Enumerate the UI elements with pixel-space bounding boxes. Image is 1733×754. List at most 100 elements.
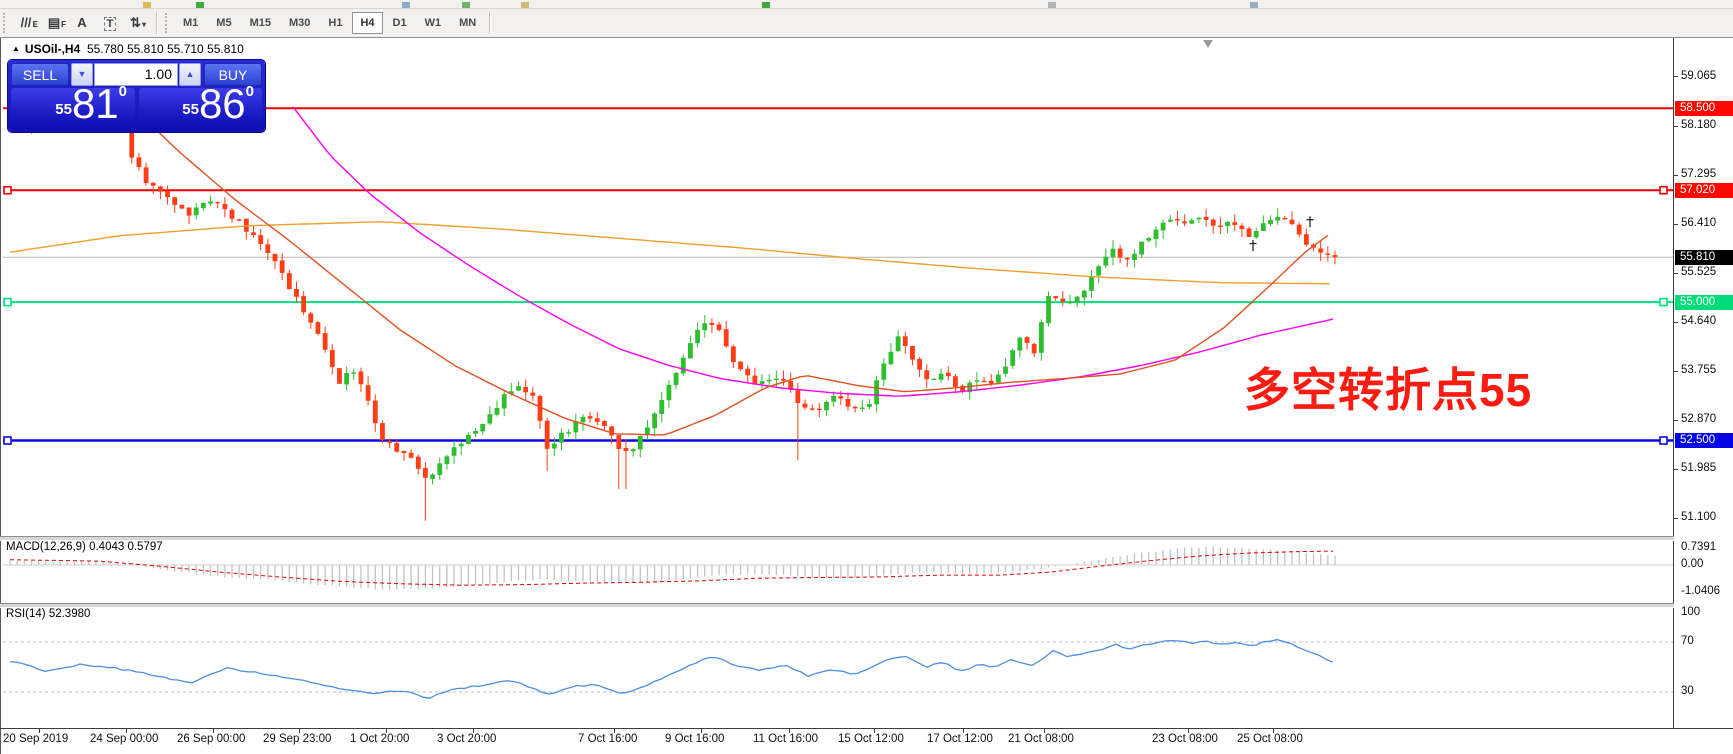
time-tick-mark (1044, 728, 1045, 733)
time-axis-label: 15 Oct 12:00 (838, 733, 904, 745)
chart-title: ▲ USOil-,H4 55.780 55.810 55.710 55.810 (12, 42, 244, 56)
timeframe-button-w1[interactable]: W1 (424, 17, 442, 29)
price-tick-label: 59.065 (1681, 69, 1717, 82)
grid-icon[interactable]: ▤ F (47, 15, 66, 30)
volume-input[interactable]: 1.00 (94, 63, 178, 86)
time-tick-mark (701, 728, 702, 733)
timeframe-button-mn[interactable]: MN (459, 17, 477, 29)
buy-button[interactable]: BUY (204, 63, 262, 86)
timeframe-button-m30[interactable]: M30 (288, 17, 311, 29)
price-badge-57.020: 57.020 (1675, 182, 1733, 198)
time-axis-label: 17 Oct 12:00 (927, 733, 993, 745)
macd-axis-min: -1.0406 (1681, 585, 1721, 597)
buy-price-big: 86 (198, 80, 246, 127)
time-tick-mark (126, 728, 127, 733)
one-click-trade-panel: SELL ▼ 1.00 ▲ BUY 55810 55860 (8, 60, 265, 132)
sell-price-handle: 55 (55, 101, 72, 118)
clipped-toolbar-icon (1048, 2, 1056, 8)
symbol-label: USOil-,H4 (24, 42, 81, 56)
time-axis-label: 7 Oct 16:00 (578, 733, 638, 745)
macd-axis-zero: 0.00 (1681, 558, 1704, 570)
chart-text-annotation[interactable]: 多空转折点55 (1244, 364, 1533, 416)
price-badge-52.500: 52.500 (1675, 433, 1733, 448)
time-tick-mark (874, 728, 875, 733)
price-tick-label: 51.985 (1681, 462, 1717, 475)
timeframe-button-m15[interactable]: M15 (249, 17, 271, 29)
price-tick-mark (1674, 517, 1678, 519)
time-axis-frame (0, 728, 1733, 729)
arrow-objects-icon[interactable]: ⇅▾ (130, 15, 146, 30)
time-tick-mark (789, 728, 790, 733)
text-box-icon[interactable]: T (97, 12, 123, 34)
rsi-label: RSI(14) 52.3980 (6, 608, 91, 620)
sell-price-button[interactable]: 55810 (11, 80, 135, 130)
timeframe-button-h1[interactable]: H1 (328, 17, 343, 29)
price-axis-frame (1673, 38, 1674, 728)
collapse-triangle-icon[interactable]: ▲ (12, 44, 20, 53)
time-tick-mark (299, 728, 300, 733)
time-axis-label: 3 Oct 20:00 (437, 733, 497, 745)
time-axis-label: 29 Sep 23:00 (263, 733, 332, 745)
price-tick-label: 58.180 (1681, 119, 1717, 131)
clipped-toolbar-icon (1250, 2, 1258, 8)
window-border-left (0, 38, 1, 754)
clipped-toolbar-icon (143, 2, 151, 8)
timeframe-button-m1[interactable]: M1 (183, 17, 199, 29)
clipped-toolbar-icon (402, 2, 410, 8)
buy-price-sup: 0 (245, 83, 254, 100)
toolbar-separator (156, 12, 158, 34)
text-label-icon[interactable]: A (77, 15, 87, 30)
time-tick-mark (614, 728, 615, 733)
indicators-hatch-icon[interactable]: ///E (20, 15, 38, 30)
clipped-toolbar-icon (462, 2, 470, 8)
time-tick-mark (963, 728, 964, 733)
price-tick-mark (1674, 370, 1678, 372)
time-tick-mark (1188, 728, 1189, 733)
timeframe-button-m5[interactable]: M5 (216, 17, 232, 29)
price-badge-55.000: 55.000 (1675, 294, 1733, 310)
rsi-axis-30: 30 (1681, 685, 1694, 697)
price-tick-label: 55.525 (1681, 266, 1717, 278)
timeframe-button-d1[interactable]: D1 (392, 17, 407, 29)
time-axis-label: 20 Sep 2019 (3, 733, 69, 745)
rsi-panel-separator[interactable] (0, 603, 1674, 608)
price-tick-mark (1674, 468, 1678, 470)
price-badge-58.500: 58.500 (1675, 100, 1733, 116)
time-tick-mark (1273, 728, 1274, 733)
window-border-top (0, 37, 1733, 38)
time-axis-label: 23 Oct 08:00 (1152, 733, 1218, 745)
time-axis-label: 25 Oct 08:00 (1237, 733, 1303, 745)
price-tick-label: 53.755 (1681, 364, 1717, 376)
clipped-toolbar-icon (196, 2, 204, 8)
ohlc-values: 55.780 55.810 55.710 55.810 (86, 42, 244, 56)
buy-price-button[interactable]: 55860 (139, 80, 262, 130)
price-tick-mark (1674, 272, 1678, 274)
volume-decrease-button[interactable]: ▼ (71, 63, 93, 86)
price-tick-mark (1674, 419, 1678, 421)
buy-price-handle: 55 (182, 101, 199, 118)
price-tick-mark (1674, 174, 1678, 176)
chart-toolbar: ///E ▤ F A T ⇅▾ M1 M5 M15 M30 H1 H4 D1 W1 MN (0, 9, 1733, 38)
sell-button[interactable]: SELL (11, 63, 69, 86)
clipped-toolbar-icon (762, 2, 770, 8)
price-badge-55.810: 55.810 (1675, 249, 1733, 265)
time-tick-mark (39, 728, 40, 733)
price-tick-mark (1674, 125, 1678, 127)
macd-label: MACD(12,26,9) 0.4043 0.5797 (6, 541, 163, 553)
toolbar-grip[interactable] (3, 13, 9, 33)
timeframe-button-h4[interactable]: H4 (352, 12, 383, 34)
time-axis-label: 21 Oct 08:00 (1008, 733, 1074, 745)
price-tick-mark (1674, 321, 1678, 323)
time-axis-label: 9 Oct 16:00 (665, 733, 725, 745)
macd-panel-separator[interactable] (0, 536, 1674, 541)
price-tick-label: 54.640 (1681, 315, 1717, 327)
toolbar-grip[interactable] (165, 13, 171, 33)
price-tick-label: 52.870 (1681, 413, 1717, 425)
price-tick-label: 51.100 (1681, 511, 1717, 524)
time-tick-mark (213, 728, 214, 733)
time-tick-mark (386, 728, 387, 733)
rsi-axis-100: 100 (1681, 606, 1701, 618)
volume-increase-button[interactable]: ▲ (179, 63, 201, 86)
rsi-axis-70: 70 (1681, 635, 1694, 647)
